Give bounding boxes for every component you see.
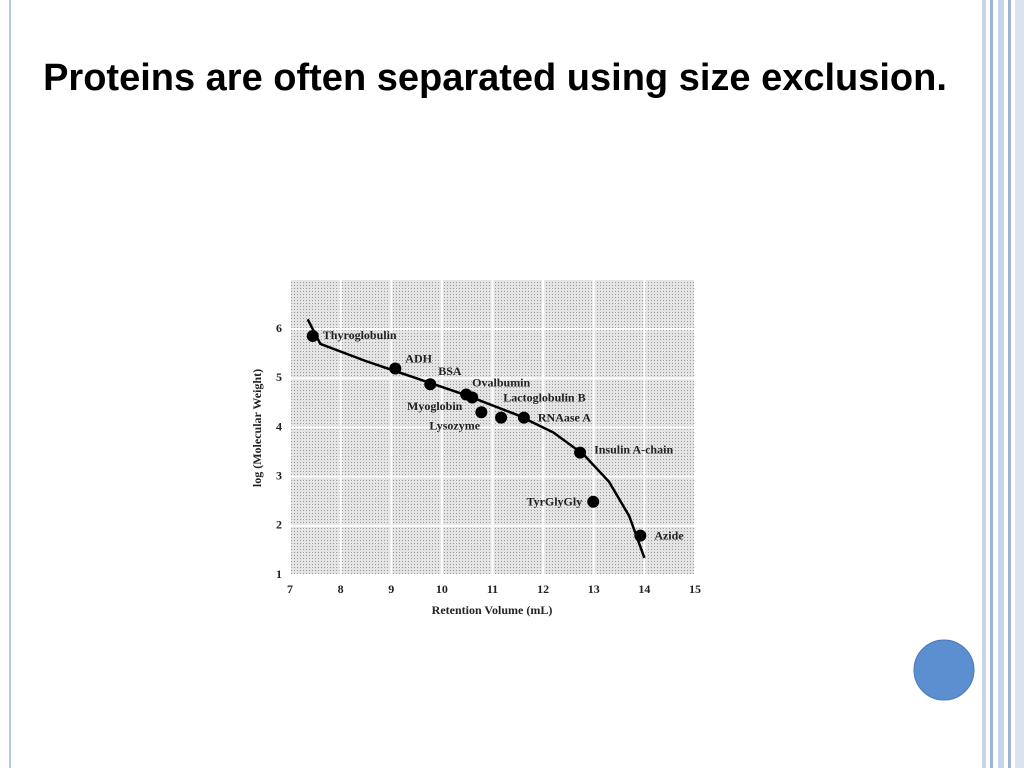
stripe [1015,0,1024,768]
stripe [990,0,993,768]
y-tick-label: 5 [276,370,282,384]
x-tick-label: 8 [338,582,344,596]
point-label: Ovalbumin [472,375,530,389]
data-point [466,391,479,404]
data-point [389,362,402,375]
data-point [306,330,319,343]
x-tick-label: 14 [638,582,650,596]
point-label: Insulin A-chain [594,442,673,456]
point-label: Lactoglobulin B [503,390,585,404]
x-tick-label: 7 [287,582,293,596]
data-point [424,378,437,391]
y-axis-label: log (Molecular Weight) [250,369,264,487]
point-label: Lysozyme [429,418,480,432]
y-tick-label: 2 [276,518,282,532]
x-tick-label: 12 [537,582,549,596]
data-point [495,411,508,424]
point-label: ADH [405,351,432,365]
data-point [587,495,600,508]
stripe [998,0,1004,768]
point-label: Thyroglobulin [323,328,397,342]
data-point [574,446,587,459]
x-tick-label: 15 [689,582,701,596]
x-tick-label: 10 [436,582,448,596]
fit-curve [306,318,646,559]
y-tick-label: 6 [276,321,282,335]
stripe [982,0,986,768]
x-tick-label: 11 [487,582,498,596]
point-label: RNAase A [538,410,591,424]
point-label: Myoglobin [407,399,463,413]
decor-circle [913,639,975,701]
slide-title: Proteins are often separated using size … [43,57,947,99]
point-label: Azide [654,528,684,542]
data-point [475,406,488,419]
y-tick-label: 3 [276,468,282,482]
y-tick-label: 4 [276,419,282,433]
y-tick-label: 1 [276,567,282,581]
point-label: TyrGlyGly [526,494,582,508]
x-tick-label: 9 [388,582,394,596]
x-tick-label: 13 [588,582,600,596]
x-axis-label: Retention Volume (mL) [432,603,553,617]
stripe [1008,0,1011,768]
point-label: BSA [438,364,462,378]
data-point [634,529,647,542]
data-point [517,411,530,424]
